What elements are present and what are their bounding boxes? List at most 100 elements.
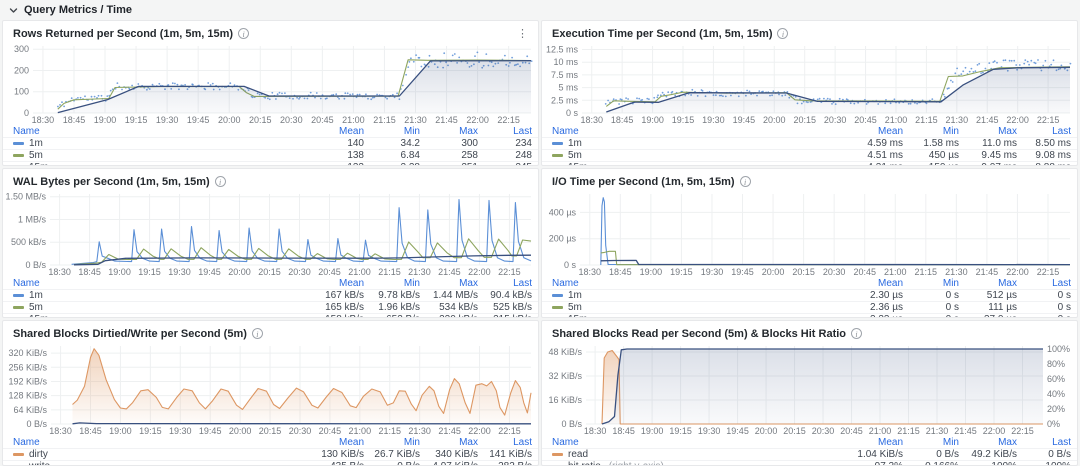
scatter-point	[974, 70, 977, 73]
legend-header-name[interactable]: Name	[552, 278, 579, 289]
legend-value-max: 258	[461, 150, 478, 161]
legend-header-min[interactable]: Min	[403, 278, 420, 289]
series-name[interactable]: 1m	[552, 138, 839, 149]
series-name[interactable]: 5m	[552, 302, 839, 313]
y-axis-tick-label: 10 ms	[553, 57, 578, 67]
series-name[interactable]: 5m	[552, 150, 839, 161]
chart-shared-blocks-read[interactable]: 0 B/s 16 KiB/s 32 KiB/s 48 KiB/s 0% 20% 40% 60%…	[542, 342, 1077, 437]
legend-header-mean[interactable]: Mean	[338, 278, 364, 289]
series-name[interactable]: dirty	[13, 449, 300, 460]
series-name[interactable]: 5m	[13, 302, 300, 313]
legend-header-max[interactable]: Max	[459, 126, 478, 137]
x-axis-tick-label: 18:30	[49, 426, 72, 436]
series-name[interactable]: 15m	[13, 162, 300, 165]
y-axis-tick-label: 1.50 MB/s	[5, 192, 46, 202]
scatter-point	[619, 98, 622, 100]
legend-row-1m: 1m 2.30 µs 0 s 512 µs 0 s	[542, 289, 1077, 301]
scatter-point	[992, 61, 995, 63]
series-name[interactable]: 15m	[552, 162, 839, 165]
scatter-point	[746, 89, 748, 92]
info-icon[interactable]: i	[851, 328, 863, 339]
dashboard-row-header[interactable]: Query Metrics / Time	[2, 2, 1078, 18]
chart-execution-time[interactable]: 0 s 2.5 ms 5 ms 7.5 ms 10 ms 12.5 ms 18:30 18:4…	[542, 42, 1077, 126]
scatter-point	[996, 61, 998, 64]
legend-header-min[interactable]: Min	[403, 437, 420, 448]
panel-title[interactable]: Shared Blocks Dirtied/Write per Second (…	[13, 327, 247, 340]
x-axis-tick-label: 19:15	[672, 115, 695, 125]
legend-header-min[interactable]: Min	[942, 126, 959, 137]
info-icon[interactable]: i	[739, 176, 751, 187]
chart-rows-returned[interactable]: 0 100 200 300 18:30 18:45 19:00 19:15 19:30 19:45…	[3, 42, 538, 126]
panel-wal-bytes: WAL Bytes per Second (1m, 5m, 15m) i ⋮ 0…	[2, 168, 539, 318]
scatter-point	[376, 93, 378, 96]
info-icon[interactable]: i	[238, 28, 250, 39]
legend-header-min[interactable]: Min	[403, 126, 420, 137]
legend-value-mean: 97.2%	[839, 461, 903, 465]
legend-header-row: Name Mean Min Max Last	[542, 126, 1077, 137]
legend-header-max[interactable]: Max	[998, 437, 1017, 448]
scatter-point	[358, 93, 361, 96]
legend-header-mean[interactable]: Mean	[877, 437, 903, 448]
legend-value-last: 0 s	[1057, 290, 1071, 301]
legend-header-mean[interactable]: Mean	[877, 126, 903, 137]
legend-header-max[interactable]: Max	[998, 278, 1017, 289]
chart-shared-blocks-dirtied[interactable]: 0 B/s 64 KiB/s 128 KiB/s 192 KiB/s 256 KiB/s…	[3, 342, 538, 437]
panel-title[interactable]: WAL Bytes per Second (1m, 5m, 15m)	[13, 175, 210, 188]
series-name[interactable]: write	[13, 461, 300, 465]
panel-shared-blocks-read: Shared Blocks Read per Second (5m) & Blo…	[541, 320, 1078, 466]
legend-header-last[interactable]: Last	[1052, 437, 1071, 448]
y-axis-tick-label: 100	[14, 87, 29, 97]
series-name[interactable]: read	[552, 449, 839, 460]
scatter-point	[526, 55, 529, 58]
series-line-5m	[600, 250, 1070, 266]
legend-header-name[interactable]: Name	[13, 126, 40, 137]
x-axis-tick-label: 19:15	[125, 115, 148, 125]
scatter-point	[420, 65, 423, 68]
info-icon[interactable]: i	[777, 28, 789, 39]
info-icon[interactable]: i	[251, 328, 263, 339]
chart-io-time[interactable]: 0 s 200 µs 400 µs 18:30 18:45 19:00 19:15 19:30…	[542, 190, 1077, 278]
series-name[interactable]: hit ratio(right y-axis)	[552, 461, 839, 465]
legend-header-mean[interactable]: Mean	[338, 126, 364, 137]
series-color-swatch	[13, 142, 24, 145]
legend-header-mean[interactable]: Mean	[877, 278, 903, 289]
legend-header-last[interactable]: Last	[513, 126, 532, 137]
series-name[interactable]: 1m	[13, 138, 300, 149]
scatter-point	[96, 97, 98, 99]
series-name[interactable]: 1m	[552, 290, 839, 301]
series-name[interactable]: 15m	[552, 314, 839, 317]
x-axis-tick-label: 19:30	[702, 115, 725, 125]
scatter-point	[209, 84, 212, 86]
legend-header-last[interactable]: Last	[513, 278, 532, 289]
legend-header-max[interactable]: Max	[459, 437, 478, 448]
series-name[interactable]: 5m	[13, 150, 300, 161]
legend-header-name[interactable]: Name	[13, 278, 40, 289]
legend-header-max[interactable]: Max	[998, 126, 1017, 137]
legend-header-last[interactable]: Last	[1052, 126, 1071, 137]
legend-header-name[interactable]: Name	[552, 437, 579, 448]
series-name[interactable]: 1m	[13, 290, 300, 301]
series-name[interactable]: 15m	[13, 314, 300, 317]
legend-header-min[interactable]: Min	[942, 437, 959, 448]
kebab-menu-icon[interactable]: ⋮	[517, 27, 528, 40]
chart-wal-bytes[interactable]: 0 B/s 500 kB/s 1 MB/s 1.50 MB/s 18:30 18:45 19…	[3, 190, 538, 278]
panel-title[interactable]: Shared Blocks Read per Second (5m) & Blo…	[552, 327, 847, 340]
legend-header-name[interactable]: Name	[552, 126, 579, 137]
series-color-swatch	[13, 306, 24, 309]
panel-title[interactable]: I/O Time per Second (1m, 5m, 15m)	[552, 175, 735, 188]
legend-header-last[interactable]: Last	[1052, 278, 1071, 289]
series-color-swatch	[13, 453, 24, 456]
legend-header-max[interactable]: Max	[459, 278, 478, 289]
legend-header-last[interactable]: Last	[513, 437, 532, 448]
x-axis-tick-label: 21:45	[438, 267, 461, 277]
info-icon[interactable]: i	[214, 176, 226, 187]
panel-title[interactable]: Execution Time per Second (1m, 5m, 15m)	[552, 27, 773, 40]
legend-header-name[interactable]: Name	[13, 437, 40, 448]
panel-title[interactable]: Rows Returned per Second (1m, 5m, 15m)	[13, 27, 234, 40]
legend-row-5m: 5m 138 6.84 258 248	[3, 149, 538, 161]
legend-header-min[interactable]: Min	[942, 278, 959, 289]
scatter-point	[365, 93, 367, 96]
x-axis-tick-label: 20:00	[763, 115, 786, 125]
legend-value-min: 0.166%	[903, 461, 959, 465]
legend-header-mean[interactable]: Mean	[338, 437, 364, 448]
